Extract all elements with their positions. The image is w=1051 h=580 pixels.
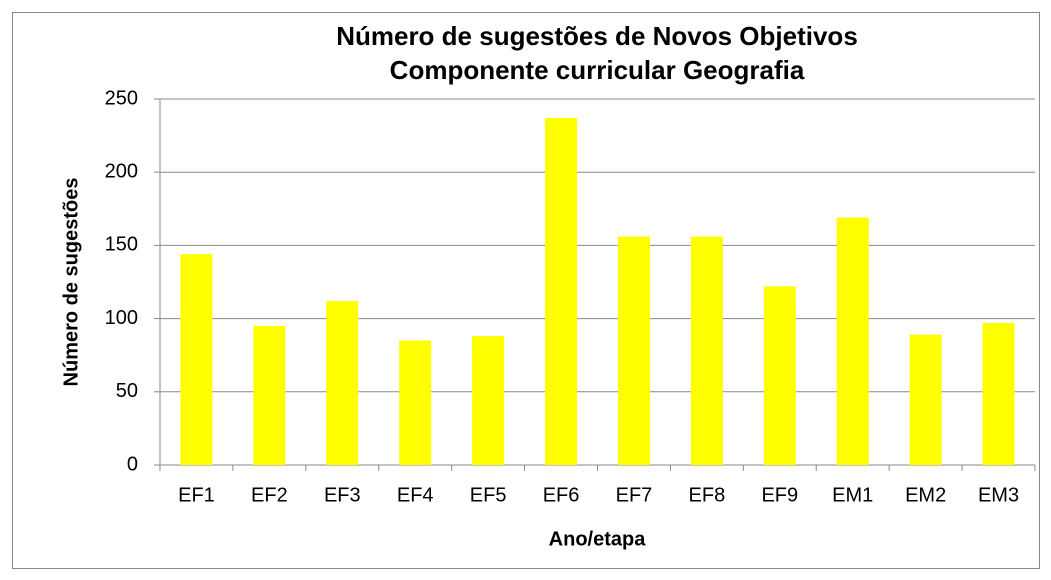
bar [909, 334, 942, 465]
y-tick-label: 250 [105, 87, 138, 109]
bar [253, 325, 286, 465]
y-tick-label: 100 [105, 307, 138, 329]
x-tick-label: EF4 [397, 484, 434, 506]
x-axis-title: Ano/etapa [549, 528, 647, 550]
x-tick-label: EF3 [324, 484, 361, 506]
x-tick-label: EF5 [470, 484, 507, 506]
x-tick-label: EF6 [543, 484, 580, 506]
x-tick-label: EF1 [178, 484, 215, 506]
bar [617, 236, 650, 465]
x-tick-label: EF7 [616, 484, 653, 506]
bar [326, 301, 359, 465]
x-tick-label: EM2 [905, 484, 946, 506]
y-axis-title: Número de sugestões [60, 178, 82, 387]
chart-title: Número de sugestões de Novos Objetivos [336, 21, 858, 51]
bar [472, 336, 505, 465]
x-tick-label: EM3 [978, 484, 1019, 506]
bar [836, 217, 869, 465]
y-tick-label: 200 [105, 160, 138, 182]
bar [982, 322, 1015, 465]
chart-subtitle: Componente curricular Geografia [390, 55, 805, 85]
bar [545, 118, 578, 466]
bar [399, 340, 432, 465]
x-tick-label: EF9 [761, 484, 798, 506]
x-tick-label: EM1 [832, 484, 873, 506]
bar [763, 286, 796, 465]
y-tick-label: 50 [116, 380, 138, 402]
y-tick-label: 150 [105, 234, 138, 256]
x-tick-label: EF8 [689, 484, 726, 506]
y-tick-label: 0 [127, 453, 138, 475]
bar [180, 254, 213, 465]
chart-border [12, 12, 1040, 569]
bar [690, 236, 723, 465]
x-tick-label: EF2 [251, 484, 288, 506]
